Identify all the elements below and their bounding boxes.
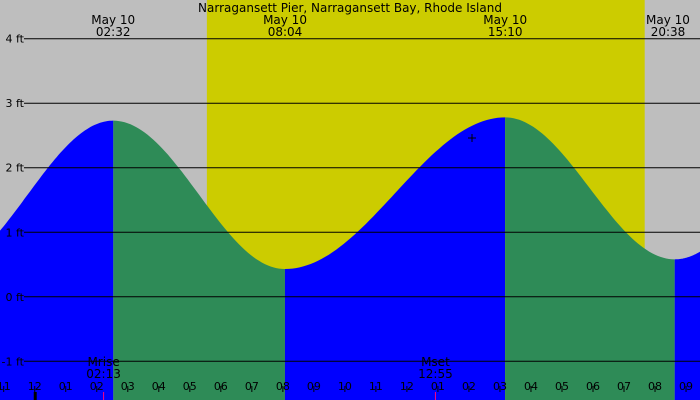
x-tick-label: 01 xyxy=(431,380,445,393)
moon-event-time: 02:13 xyxy=(86,367,121,381)
x-axis-labels: 11 12 01 02 03 04 05 06 07 08 09 10 11 12 01 02 03 04 05 06… xyxy=(0,380,693,400)
y-tick-label: -1 ft xyxy=(2,355,25,368)
x-tick-label: 04 xyxy=(524,380,538,393)
x-tick-label: 11 xyxy=(0,380,11,393)
x-tick-label: 08 xyxy=(648,380,662,393)
x-tick-label: 02 xyxy=(90,380,104,393)
rising-tide-area xyxy=(0,120,114,400)
x-tick-label: 07 xyxy=(245,380,259,393)
x-tick-label: 08 xyxy=(276,380,290,393)
x-tick-label: 11 xyxy=(369,380,383,393)
x-tick-label: 03 xyxy=(121,380,135,393)
y-tick-label: 4 ft xyxy=(6,33,25,46)
rising-tide-area xyxy=(674,251,700,400)
tide-areas xyxy=(0,117,700,400)
rising-tide-area xyxy=(284,117,506,400)
moon-event-label: Mset xyxy=(421,355,450,369)
x-tick-label: 05 xyxy=(183,380,197,393)
moon-event-time: 12:55 xyxy=(418,367,453,381)
tide-time-label: 02:32 xyxy=(96,25,131,39)
grid-lines xyxy=(24,38,700,362)
chart-title: Narragansett Pier, Narragansett Bay, Rho… xyxy=(198,1,502,15)
x-tick-label: 09 xyxy=(307,380,321,393)
x-tick-label: 07 xyxy=(617,380,631,393)
moon-event-label: Mrise xyxy=(87,355,119,369)
x-tick-label: 01 xyxy=(59,380,73,393)
y-tick-label: 2 ft xyxy=(6,162,25,175)
tide-date-label: May 10 xyxy=(263,13,307,27)
tide-time-label: 15:10 xyxy=(488,25,523,39)
x-tick-label: 09 xyxy=(679,380,693,393)
x-tick-label: 12 xyxy=(28,380,42,393)
x-tick-label: 12 xyxy=(400,380,414,393)
y-tick-label: 0 ft xyxy=(6,291,25,304)
tide-time-label: 20:38 xyxy=(651,25,686,39)
y-axis-labels: 4 ft 3 ft 2 ft 1 ft 0 ft -1 ft xyxy=(2,33,25,369)
tide-date-label: May 10 xyxy=(483,13,527,27)
tide-date-label: May 10 xyxy=(91,13,135,27)
x-tick-label: 06 xyxy=(586,380,600,393)
x-tick-label: 03 xyxy=(493,380,507,393)
x-tick-label: 10 xyxy=(338,380,352,393)
x-tick-label: 02 xyxy=(462,380,476,393)
midnight-marker xyxy=(33,392,37,400)
x-tick-label: 06 xyxy=(214,380,228,393)
y-tick-label: 1 ft xyxy=(6,226,25,239)
x-tick-label: 05 xyxy=(555,380,569,393)
x-tick-label: 04 xyxy=(152,380,166,393)
tide-date-label: May 10 xyxy=(646,13,690,27)
falling-tide-area xyxy=(505,117,675,400)
falling-tide-area xyxy=(113,120,285,400)
tide-time-label: 08:04 xyxy=(268,25,303,39)
y-tick-label: 3 ft xyxy=(6,97,25,110)
